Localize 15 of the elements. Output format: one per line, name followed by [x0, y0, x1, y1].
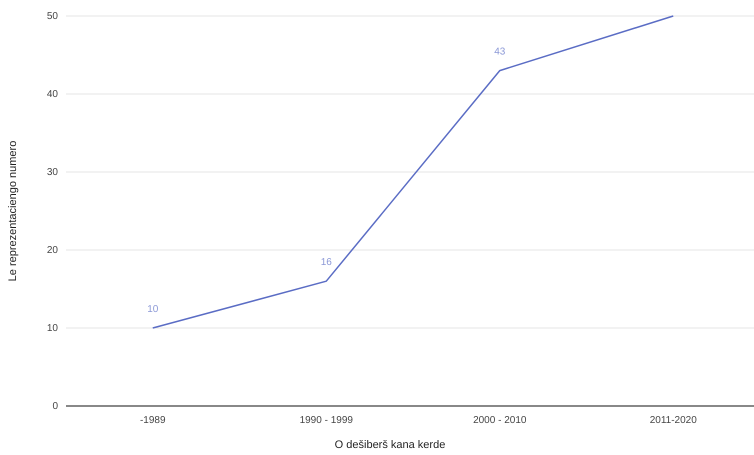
y-tick-label: 20 [46, 245, 58, 256]
x-axis-title: O dešiberš kana kerde [334, 439, 446, 451]
y-tick-label: 10 [46, 323, 58, 334]
data-label: 16 [320, 257, 332, 268]
data-label: 10 [147, 304, 159, 315]
y-tick-label: 0 [52, 401, 58, 412]
y-tick-label: 50 [46, 11, 58, 22]
y-tick-label: 30 [46, 167, 58, 178]
x-tick-label: -1989 [140, 415, 166, 426]
data-label: 43 [494, 46, 506, 58]
x-tick-label: 2011-2020 [650, 415, 698, 426]
y-axis-title: Le reprezentaciengo numero [7, 140, 19, 282]
y-tick-label: 40 [46, 89, 58, 100]
x-tick-label: 2000 - 2010 [473, 415, 527, 426]
x-tick-label: 1990 - 1999 [300, 415, 354, 426]
